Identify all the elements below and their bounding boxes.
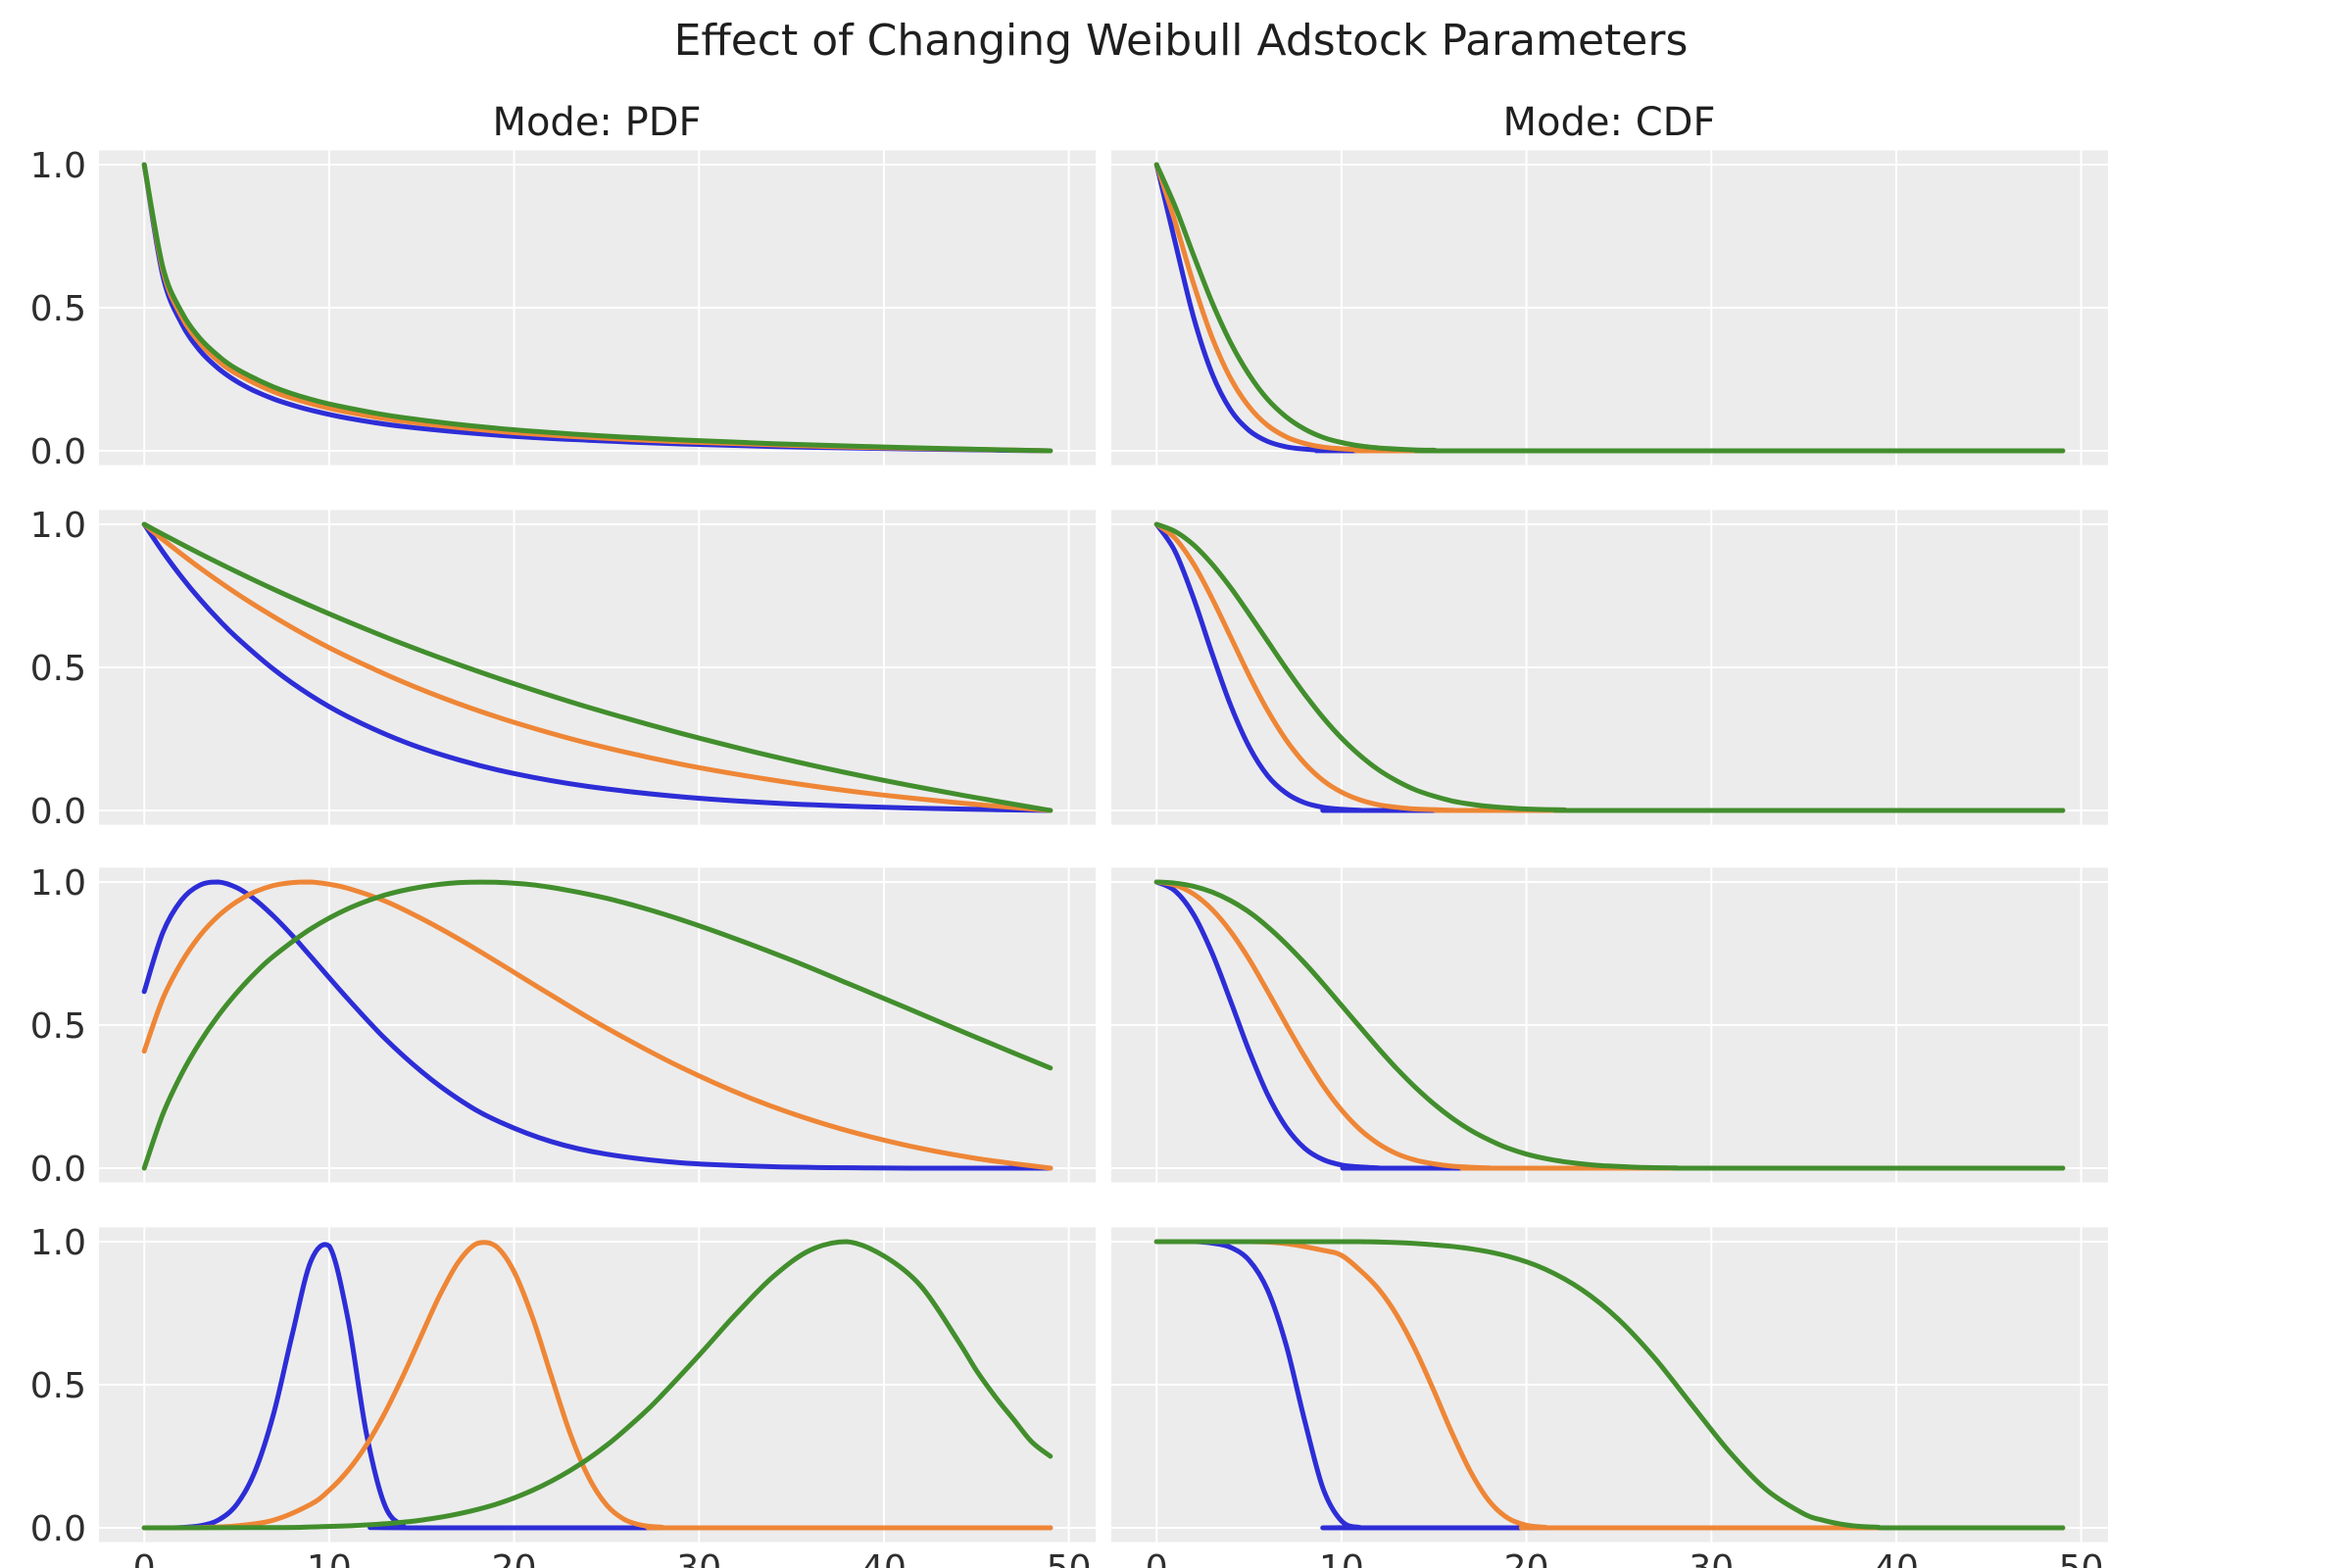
x-tick-label: 50 (1047, 1548, 1092, 1568)
series-line-green (141, 1239, 1054, 1531)
panel-group: 1.0 0.5 0.0 1.0 0.5 0.0 1.0 0.5 0.0 1.0 0.5 0.0 0 10 2… (30, 146, 2108, 1568)
series-line-orange (141, 879, 1054, 1171)
subplot-title-pdf: Mode: PDF (492, 100, 701, 145)
series-line-orange (1153, 1239, 2066, 1531)
series-line-orange (141, 521, 1054, 813)
x-tick-label: 10 (307, 1548, 352, 1568)
series-line-green (141, 879, 1054, 1171)
series-line-blue (141, 879, 1054, 1171)
series-line-green (1153, 879, 2066, 1171)
panel-cdf-row4: 0 10 20 30 40 50 (1111, 1227, 2108, 1568)
series-line-orange (1153, 521, 2066, 813)
x-tick-label: 40 (1874, 1548, 1919, 1568)
y-tick-label: 1.0 (30, 506, 86, 546)
y-tick-label: 1.0 (30, 863, 86, 904)
y-tick-label: 0.0 (30, 1150, 86, 1190)
x-tick-label: 0 (1146, 1548, 1168, 1568)
y-tick-label: 0.0 (30, 1509, 86, 1549)
figure-title: Effect of Changing Weibull Adstock Param… (674, 16, 1689, 66)
y-tick-label: 0.5 (30, 1006, 86, 1047)
series-line-orange (141, 1240, 1054, 1531)
series-line-green (1153, 162, 2066, 454)
panel-pdf-row4: 1.0 0.5 0.0 0 10 20 30 40 50 (30, 1223, 1096, 1568)
subplot-title-cdf: Mode: CDF (1503, 100, 1716, 145)
x-tick-label: 20 (1504, 1548, 1549, 1568)
panel-pdf-row3: 1.0 0.5 0.0 (30, 863, 1096, 1190)
series-line-green (1153, 1239, 2066, 1531)
series-line-blue (141, 521, 1054, 813)
y-tick-label: 0.5 (30, 289, 86, 329)
panel-pdf-row2: 1.0 0.5 0.0 (30, 506, 1096, 832)
x-tick-label: 20 (492, 1548, 537, 1568)
series-line-blue (1153, 879, 2066, 1171)
x-tick-label: 0 (133, 1548, 156, 1568)
x-tick-label: 50 (2059, 1548, 2104, 1568)
panel-cdf-row3 (1111, 867, 2108, 1183)
series-line-orange (1153, 879, 2066, 1171)
y-tick-label: 0.0 (30, 792, 86, 832)
x-tick-label: 30 (1689, 1548, 1734, 1568)
series-line-green (1153, 521, 2066, 813)
panel-pdf-row1: 1.0 0.5 0.0 (30, 146, 1096, 472)
y-tick-label: 0.5 (30, 1366, 86, 1406)
x-tick-label: 30 (676, 1548, 721, 1568)
y-tick-label: 1.0 (30, 146, 86, 186)
x-tick-label: 10 (1319, 1548, 1364, 1568)
series-line-green (141, 521, 1054, 813)
panel-cdf-row1 (1111, 150, 2108, 466)
y-tick-label: 0.0 (30, 432, 86, 472)
series-line-green (141, 162, 1054, 454)
y-tick-label: 0.5 (30, 649, 86, 689)
panel-cdf-row2 (1111, 510, 2108, 825)
x-tick-label: 40 (861, 1548, 906, 1568)
series-line-blue (1153, 1239, 2066, 1531)
y-tick-label: 1.0 (30, 1223, 86, 1263)
